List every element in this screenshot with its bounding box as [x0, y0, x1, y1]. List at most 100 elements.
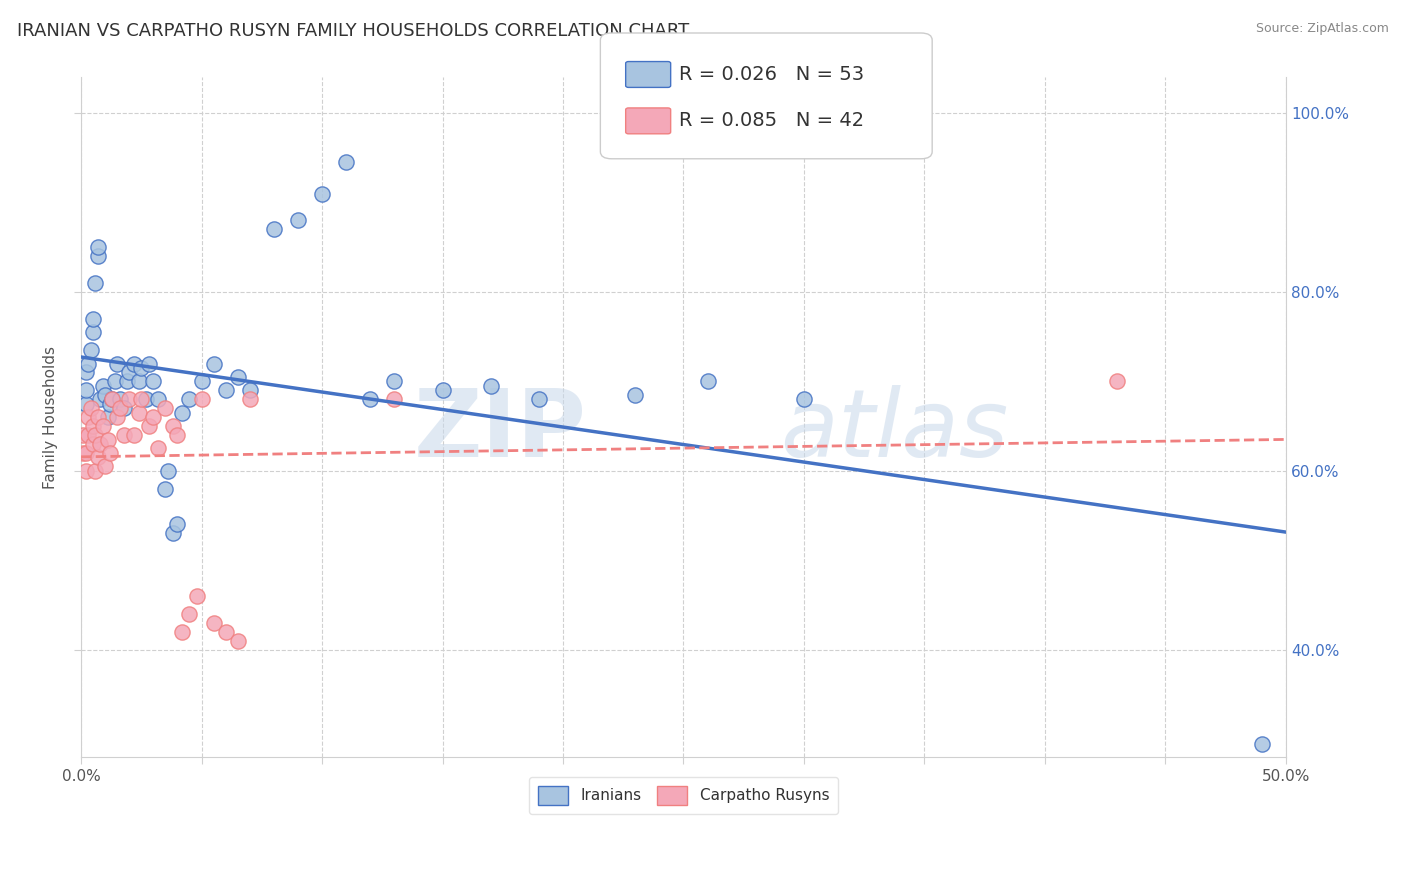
Point: [105, 410, 128, 425]
Point: [155, 401, 177, 416]
Point: [1107, 375, 1129, 389]
Point: [112, 428, 135, 442]
Text: IRANIAN VS CARPATHO RUSYN FAMILY HOUSEHOLDS CORRELATION CHART: IRANIAN VS CARPATHO RUSYN FAMILY HOUSEHO…: [17, 22, 689, 40]
Point: [239, 384, 262, 398]
Point: [89, 392, 111, 407]
Point: [239, 392, 262, 407]
Point: [105, 357, 128, 371]
Point: [793, 392, 815, 407]
Point: [84, 276, 107, 290]
Point: [624, 388, 647, 402]
Point: [128, 406, 150, 420]
Point: [166, 517, 188, 532]
Point: [138, 357, 160, 371]
Point: [77, 410, 100, 425]
Text: R = 0.085   N = 42: R = 0.085 N = 42: [679, 111, 865, 130]
Point: [122, 428, 145, 442]
Point: [94, 459, 117, 474]
Point: [190, 392, 212, 407]
Point: [179, 607, 201, 621]
Point: [108, 401, 131, 416]
Point: [98, 446, 121, 460]
Point: [87, 450, 110, 465]
Point: [129, 392, 152, 407]
Text: R = 0.026   N = 53: R = 0.026 N = 53: [679, 64, 865, 84]
Point: [96, 410, 118, 425]
Point: [382, 392, 405, 407]
Point: [91, 419, 114, 434]
Point: [84, 428, 107, 442]
Point: [82, 419, 104, 434]
Point: [91, 379, 114, 393]
Point: [72, 428, 94, 442]
Point: [1250, 737, 1272, 751]
Point: [75, 446, 97, 460]
Point: [287, 213, 309, 227]
Point: [155, 482, 177, 496]
Point: [101, 392, 124, 407]
Point: [138, 419, 160, 434]
Point: [118, 392, 141, 407]
Point: [79, 401, 101, 416]
Point: [82, 311, 104, 326]
Point: [129, 361, 152, 376]
Text: ZIP: ZIP: [415, 384, 588, 477]
Point: [108, 392, 131, 407]
Point: [79, 343, 101, 358]
Point: [162, 526, 184, 541]
Point: [75, 397, 97, 411]
Point: [263, 222, 285, 236]
Point: [172, 624, 194, 639]
Point: [87, 249, 110, 263]
Point: [166, 428, 188, 442]
Point: [112, 401, 135, 416]
Point: [101, 392, 124, 407]
Point: [214, 384, 236, 398]
Point: [172, 406, 194, 420]
Point: [696, 375, 718, 389]
Legend: Iranians, Carpatho Rusyns: Iranians, Carpatho Rusyns: [529, 777, 838, 814]
Text: Source: ZipAtlas.com: Source: ZipAtlas.com: [1256, 22, 1389, 36]
Point: [359, 392, 381, 407]
Point: [122, 357, 145, 371]
Point: [226, 370, 249, 384]
Point: [142, 410, 165, 425]
Point: [96, 433, 118, 447]
Point: [186, 589, 208, 603]
Point: [146, 392, 169, 407]
Point: [432, 384, 454, 398]
Point: [202, 357, 225, 371]
Point: [89, 437, 111, 451]
Point: [162, 419, 184, 434]
Point: [146, 442, 169, 456]
Point: [214, 624, 236, 639]
Point: [142, 375, 165, 389]
Point: [202, 615, 225, 630]
Point: [156, 464, 179, 478]
Point: [311, 186, 333, 201]
Point: [118, 366, 141, 380]
Point: [75, 366, 97, 380]
Point: [77, 428, 100, 442]
Point: [335, 155, 357, 169]
Point: [104, 375, 127, 389]
Text: atlas: atlas: [780, 385, 1008, 476]
Point: [479, 379, 502, 393]
Point: [82, 437, 104, 451]
Point: [190, 375, 212, 389]
Point: [75, 464, 97, 478]
Point: [135, 392, 157, 407]
Point: [128, 375, 150, 389]
Point: [87, 240, 110, 254]
Y-axis label: Family Households: Family Households: [44, 346, 58, 489]
Point: [98, 397, 121, 411]
Point: [115, 375, 138, 389]
Point: [94, 388, 117, 402]
Point: [179, 392, 201, 407]
Point: [82, 325, 104, 339]
Point: [527, 392, 550, 407]
Point: [72, 446, 94, 460]
Point: [382, 375, 405, 389]
Point: [87, 410, 110, 425]
Point: [75, 384, 97, 398]
